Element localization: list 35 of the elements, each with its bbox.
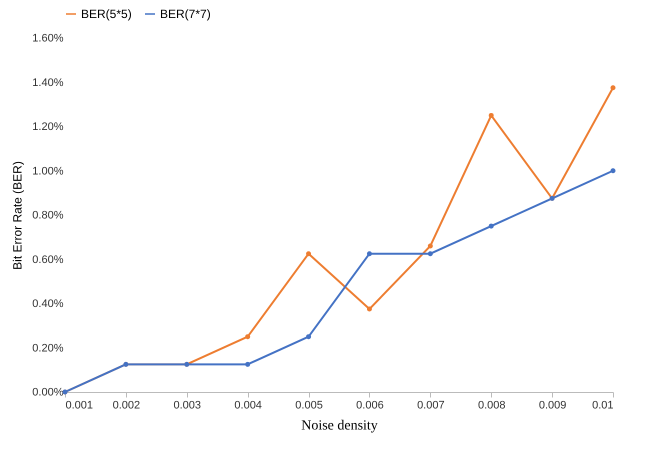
y-axis-title: Bit Error Rate (BER) — [10, 161, 24, 270]
x-tick-label: 0.007 — [417, 400, 445, 412]
y-tick-label: 1.40% — [32, 76, 64, 89]
point — [306, 334, 312, 340]
y-tick-label: 1.00% — [32, 165, 64, 178]
x-tick-label: 0.008 — [478, 400, 506, 412]
point — [428, 251, 433, 256]
y-tick-label: 0.80% — [32, 210, 64, 222]
x-tick-label: 0.01 — [592, 400, 614, 412]
x-tick-label: 0.001 — [66, 400, 94, 412]
point — [610, 85, 616, 90]
y-tick-label: 0.40% — [32, 298, 64, 310]
y-tick-label: 0.00% — [32, 386, 64, 398]
x-tick-label: 0.003 — [174, 400, 202, 412]
x-tick-label: 0.002 — [112, 400, 140, 412]
x-axis-title: Noise density — [301, 418, 378, 434]
legend-label: BER(5*5) — [81, 7, 132, 21]
y-tick-label: 1.60% — [32, 32, 64, 44]
y-tick-label: 1.20% — [32, 121, 64, 133]
point — [488, 112, 494, 118]
x-tick-label: 0.009 — [538, 400, 566, 412]
x-tick-label: 0.005 — [295, 400, 323, 412]
y-tick-label: 0.60% — [32, 254, 64, 266]
legend-label: BER(7*7) — [160, 7, 211, 21]
point — [366, 251, 372, 256]
point — [610, 168, 616, 174]
y-tick-label: 0.20% — [32, 342, 64, 354]
point — [488, 224, 494, 229]
point — [366, 306, 372, 312]
point — [245, 334, 250, 340]
x-tick-label: 0.004 — [234, 400, 262, 412]
x-tick-label: 0.006 — [356, 400, 384, 412]
point — [428, 243, 433, 248]
point — [245, 362, 250, 367]
point — [306, 251, 312, 256]
